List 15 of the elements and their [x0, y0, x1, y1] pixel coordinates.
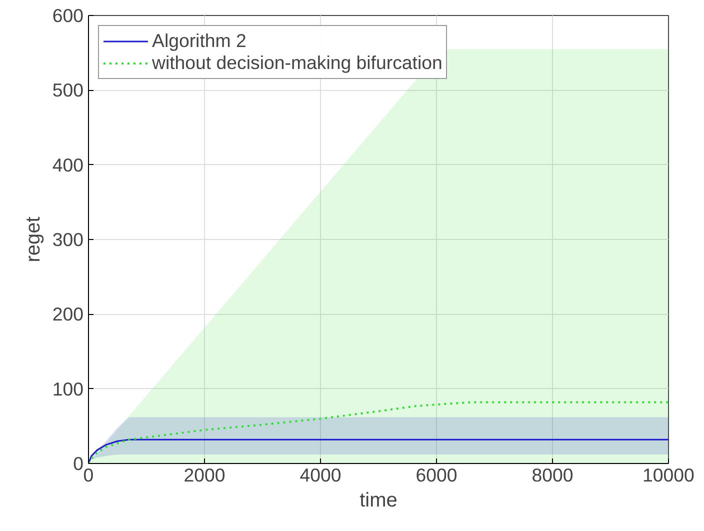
x-tick-label: 8000 — [532, 464, 574, 486]
y-axis-title: reget — [22, 216, 44, 262]
x-tick-label: 4000 — [300, 464, 342, 486]
legend-label: without decision-making bifurcation — [152, 52, 442, 74]
y-tick-label: 600 — [52, 5, 84, 26]
x-axis-title: time — [360, 490, 398, 512]
x-tick-label: 10000 — [642, 464, 694, 486]
y-tick-label: 500 — [52, 80, 84, 101]
legend-label: Algorithm 2 — [152, 30, 246, 52]
y-tick-label: 300 — [52, 229, 84, 250]
y-tick-label: 400 — [52, 154, 84, 176]
y-tick-label: 200 — [52, 304, 84, 325]
y-tick-label: 100 — [52, 378, 84, 400]
x-tick-label: 6000 — [416, 464, 458, 486]
x-tick-label: 2000 — [184, 464, 226, 486]
